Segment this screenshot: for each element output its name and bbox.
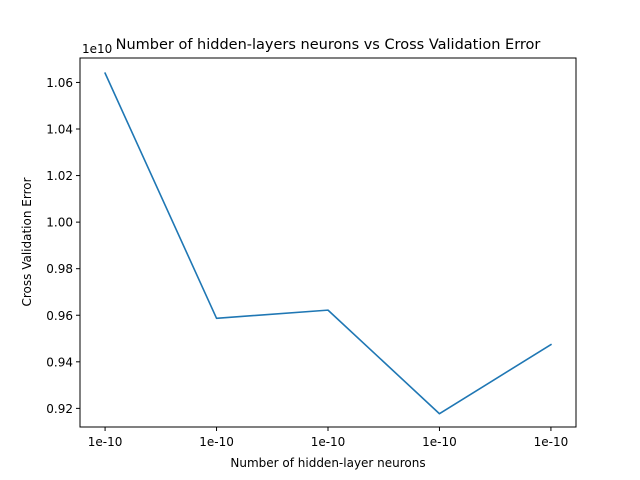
- y-tick-label: 0.94: [46, 355, 73, 369]
- y-tick-label: 1.04: [46, 123, 73, 137]
- y-tick-label: 1.02: [46, 169, 73, 183]
- x-axis-label: Number of hidden-layer neurons: [230, 456, 425, 470]
- x-tick-label: 1e-10: [88, 435, 123, 449]
- y-offset-label: 1e10: [82, 42, 112, 56]
- y-tick-label: 0.98: [46, 262, 73, 276]
- series-line: [104, 72, 553, 415]
- plot-area: [80, 58, 576, 427]
- y-tick-label: 0.92: [46, 402, 73, 416]
- x-tick-label: 1e-10: [311, 435, 346, 449]
- y-axis-label: Cross Validation Error: [20, 177, 34, 306]
- chart-title: Number of hidden-layers neurons vs Cross…: [116, 37, 541, 53]
- y-tick-label: 0.96: [46, 309, 73, 323]
- x-tick-label: 1e-10: [534, 435, 569, 449]
- y-tick-label: 1.00: [46, 216, 73, 230]
- x-tick-label: 1e-10: [422, 435, 457, 449]
- x-tick-label: 1e-10: [199, 435, 234, 449]
- y-tick-label: 1.06: [46, 76, 73, 90]
